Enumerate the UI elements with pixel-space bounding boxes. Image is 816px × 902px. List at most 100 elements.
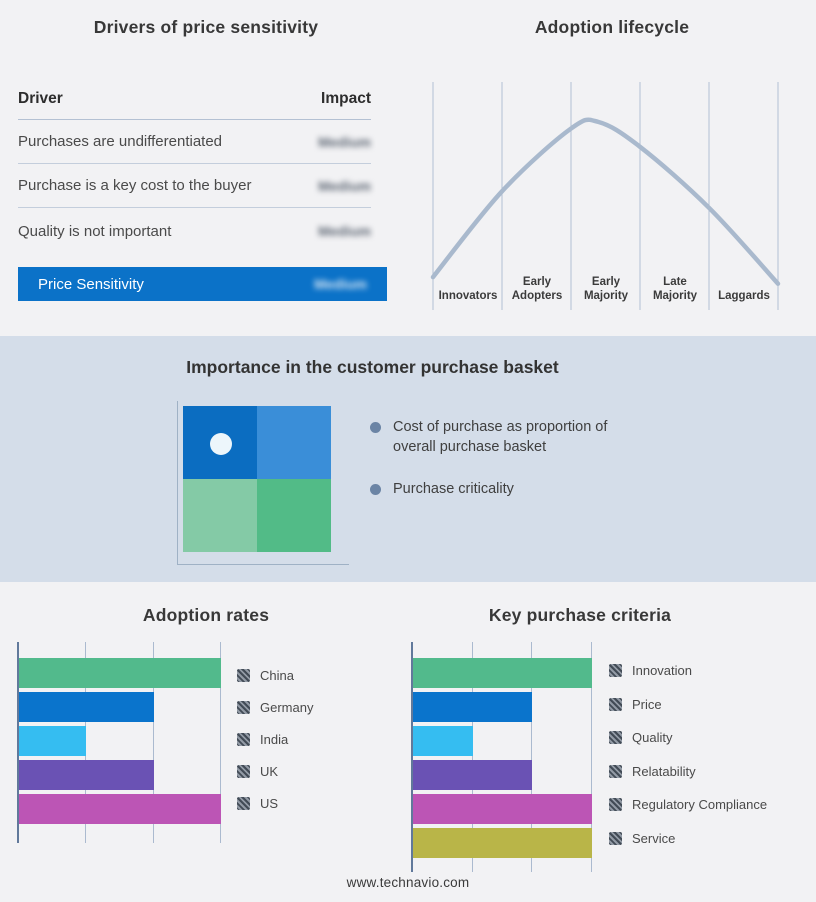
impact-value-redacted: Medium — [314, 276, 367, 292]
summary-label: Price Sensitivity — [38, 275, 144, 293]
legend-label: Regulatory Compliance — [632, 796, 768, 812]
legend-item: Relatability — [609, 763, 696, 779]
legend-label: UK — [260, 763, 279, 779]
legend-swatch-icon — [609, 663, 622, 677]
legend-label: Price — [632, 696, 662, 712]
lifecycle-category-label: Laggards — [718, 290, 770, 302]
purchase-basket-band: Importance in the customer purchase bask… — [0, 336, 816, 582]
bar-india — [19, 726, 86, 756]
bar-relatability — [413, 760, 532, 790]
lifecycle-category-label: Innovators — [438, 290, 498, 302]
key-purchase-criteria-chart: Innovation Price Quality Relatability Regula… — [411, 642, 816, 872]
bullet-icon — [370, 422, 381, 433]
basket-panel-title: Importance in the customer purchase bask… — [186, 357, 559, 377]
legend-swatch-icon — [237, 700, 250, 714]
impact-value-redacted: Medium — [318, 177, 371, 194]
gridline — [472, 642, 473, 872]
gridline — [591, 642, 592, 872]
matrix-quadrant-bottom-right — [257, 479, 331, 552]
list-item: Purchase criticality — [370, 480, 641, 500]
position-marker-dot — [210, 433, 232, 455]
column-header-impact: Impact — [321, 90, 371, 107]
driver-label: Purchase is a key cost to the buyer — [18, 177, 252, 194]
importance-matrix — [183, 406, 331, 552]
gridline — [153, 642, 154, 843]
y-axis-line — [17, 642, 19, 843]
adoption-lifecycle-chart: Innovators Early Adopters Early Majority La… — [425, 82, 785, 310]
footer-url: www.technavio.com — [346, 875, 470, 890]
bar-us — [19, 794, 221, 824]
bar-uk — [19, 760, 154, 790]
lifecycle-category-label: Late Majority — [652, 276, 698, 302]
y-axis-line — [411, 642, 413, 872]
matrix-y-axis — [177, 401, 178, 565]
legend-item: Price — [609, 696, 662, 712]
matrix-x-axis — [177, 564, 349, 565]
bar-germany — [19, 692, 154, 722]
legend-item: Germany — [237, 699, 313, 715]
column-header-driver: Driver — [18, 90, 63, 107]
impact-value-redacted: Medium — [318, 223, 371, 239]
legend-item: China — [237, 667, 294, 683]
legend-label: China — [260, 667, 294, 683]
matrix-quadrant-top-right — [257, 406, 331, 479]
legend-item: Regulatory Compliance — [609, 796, 767, 812]
table-row: Purchases are undifferentiated Medium — [18, 120, 371, 164]
bullet-text: Purchase criticality — [393, 481, 514, 497]
bar-regulatory-compliance — [413, 794, 592, 824]
table-row: Quality is not important Medium — [18, 208, 371, 254]
key-purchase-criteria-title: Key purchase criteria — [488, 605, 672, 625]
lifecycle-bell-curve — [430, 82, 781, 310]
legend-item: UK — [237, 763, 278, 779]
matrix-quadrant-bottom-left — [183, 479, 257, 552]
legend-swatch-icon — [609, 697, 622, 711]
legend-swatch-icon — [237, 796, 250, 810]
legend-label: Innovation — [632, 662, 692, 678]
bar-innovation — [413, 658, 592, 688]
legend-label: US — [260, 795, 279, 811]
bar-service — [413, 828, 592, 858]
driver-label: Purchases are undifferentiated — [18, 133, 223, 150]
legend-swatch-icon — [609, 764, 622, 778]
bell-curve-line — [430, 117, 781, 286]
legend-swatch-icon — [609, 797, 622, 811]
legend-item: Quality — [609, 729, 672, 745]
gridline — [531, 642, 532, 872]
legend-item: India — [237, 731, 288, 747]
legend-swatch-icon — [237, 764, 250, 778]
adoption-rates-title: Adoption rates — [142, 605, 270, 625]
legend-swatch-icon — [237, 668, 250, 682]
legend-item: Innovation — [609, 662, 692, 678]
legend-label: India — [260, 731, 289, 747]
legend-item: Service — [609, 830, 675, 846]
legend-label: Service — [632, 830, 676, 846]
legend-label: Quality — [632, 729, 673, 745]
table-row: Purchase is a key cost to the buyer Medi… — [18, 164, 371, 208]
driver-label: Quality is not important — [18, 222, 172, 240]
matrix-quadrant-top-left — [183, 406, 257, 479]
basket-bullet-list: Cost of purchase as proportion of overal… — [370, 418, 641, 500]
bar-china — [19, 658, 221, 688]
legend-item: US — [237, 795, 278, 811]
legend-label: Germany — [260, 699, 314, 715]
lifecycle-category-label: Early Adopters — [511, 276, 563, 302]
drivers-table: Driver Impact Purchases are undifferenti… — [18, 90, 387, 301]
legend-swatch-icon — [609, 730, 622, 744]
adoption-rates-chart: China Germany India UK US — [17, 642, 318, 843]
bar-quality — [413, 726, 473, 756]
drivers-panel-title: Drivers of price sensitivity — [93, 17, 319, 37]
list-item: Cost of purchase as proportion of overal… — [370, 418, 641, 457]
impact-value-redacted: Medium — [318, 133, 371, 150]
legend-swatch-icon — [237, 732, 250, 746]
legend-label: Relatability — [632, 763, 696, 779]
drivers-table-header: Driver Impact — [18, 90, 371, 120]
lifecycle-category-label: Early Majority — [583, 276, 629, 302]
bullet-icon — [370, 484, 381, 495]
legend-swatch-icon — [609, 831, 622, 845]
bar-price — [413, 692, 532, 722]
price-sensitivity-summary-row: Price Sensitivity Medium — [18, 267, 387, 301]
lifecycle-panel-title: Adoption lifecycle — [534, 17, 690, 37]
gridline — [220, 642, 221, 843]
bullet-text: Cost of purchase as proportion of overal… — [393, 419, 608, 455]
